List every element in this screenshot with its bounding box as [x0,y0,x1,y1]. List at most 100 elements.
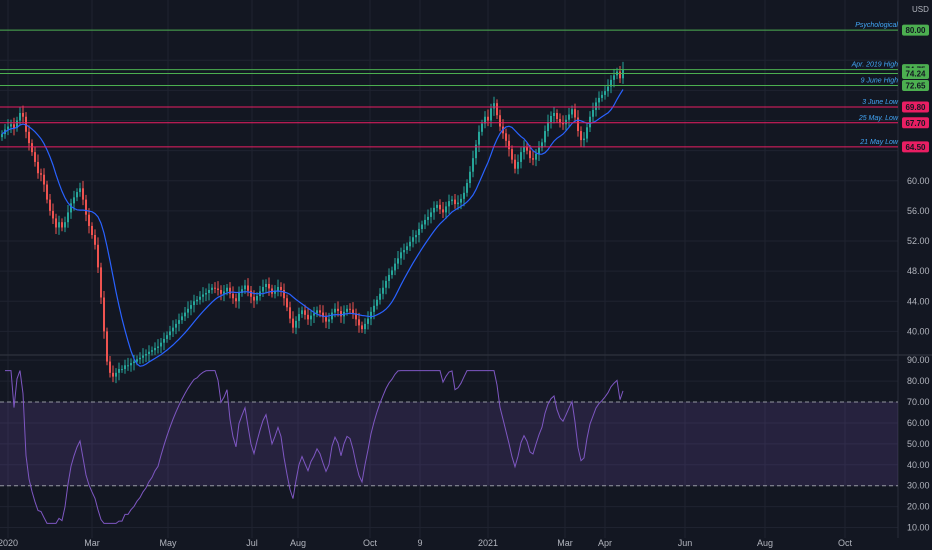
candle-body [205,292,207,295]
candle-body [379,293,381,300]
candle-body [352,309,354,314]
price-tick-label: 48.00 [907,266,930,276]
candle-body [94,234,96,245]
candle-body [133,361,135,364]
x-axis-label: 2020 [0,538,18,548]
candle-body [475,144,477,159]
x-axis-label: May [159,538,177,548]
candle-body [496,103,498,116]
candle-body [217,288,219,290]
candle-body [421,224,423,229]
candle-body [334,308,336,313]
candle-body [487,116,489,121]
level-label: 25 May. Low [858,115,899,122]
candle-body [43,174,45,185]
candle-body [280,286,282,290]
candle-body [202,294,204,297]
candle-body [373,305,375,312]
candle-body [601,94,603,98]
candle-body [136,359,138,362]
candle-body [451,199,453,202]
candle-body [535,153,537,160]
candle-body [58,222,60,228]
candle-body [31,143,33,153]
rsi-tick-label: 70.00 [907,397,930,407]
candle-body [85,199,87,215]
candle-body [7,126,9,130]
candle-body [286,298,288,308]
candle-body [382,287,384,294]
candle-body [307,314,309,320]
candle-body [1,134,3,138]
candle-body [349,308,351,310]
level-price-badge [902,79,929,91]
candle-body [91,225,93,235]
candle-body [358,319,360,326]
candle-body [55,218,57,228]
candle-body [406,246,408,251]
candle-body [511,149,513,160]
candle-body [331,312,333,320]
currency-label: USD [912,5,929,14]
candle-body [196,299,198,302]
candle-body [265,283,267,287]
candle-body [256,296,258,301]
x-axis-label: Aug [290,538,306,548]
candle-body [163,338,165,343]
candle-body [46,184,48,200]
candle-body [523,146,525,153]
candle-body [568,114,570,120]
candle-body [316,310,318,314]
candle-body [484,116,486,124]
price-tick-label: 40.00 [907,326,930,336]
candle-body [493,103,495,109]
candle-body [574,109,576,118]
candle-body [370,311,372,319]
x-axis-label: Jul [246,538,258,548]
candle-body [442,209,444,213]
candle-body [199,296,201,300]
level-label: 3 June Low [862,99,899,106]
price-tick-label: 60.00 [907,176,930,186]
candle-body [61,222,63,228]
candle-body [319,310,321,313]
candle-body [232,293,234,299]
level-price-badge [902,24,929,36]
level-price-badge [902,101,929,113]
candle-body [148,351,150,354]
candle-body [121,369,123,371]
candle-body [607,86,609,92]
candle-body [460,198,462,203]
candle-body [388,274,390,281]
candle-body [154,347,156,351]
rsi-tick-label: 30.00 [907,481,930,491]
candle-body [64,222,66,228]
candle-body [262,286,264,292]
candle-body [415,234,417,238]
candle-body [253,296,255,301]
candle-body [19,112,21,121]
x-axis-label: Mar [557,538,573,548]
candle-body [223,291,225,294]
candle-body [250,290,252,297]
candle-body [103,297,105,332]
candle-body [10,124,12,127]
candle-body [241,289,243,293]
candle-body [619,71,621,79]
candle-body [367,318,369,324]
candle-body [13,124,15,129]
candle-body [478,131,480,145]
level-label: 21 May Low [859,139,899,146]
candle-body [610,79,612,87]
level-price-badge-text: 67.70 [905,119,926,128]
candle-body [16,120,18,129]
candle-body [268,283,270,289]
candle-body [178,320,180,324]
candle-body [88,214,90,226]
candle-body [541,142,543,148]
candle-body [295,320,297,328]
candle-body [82,188,84,200]
candle-body [466,183,468,193]
